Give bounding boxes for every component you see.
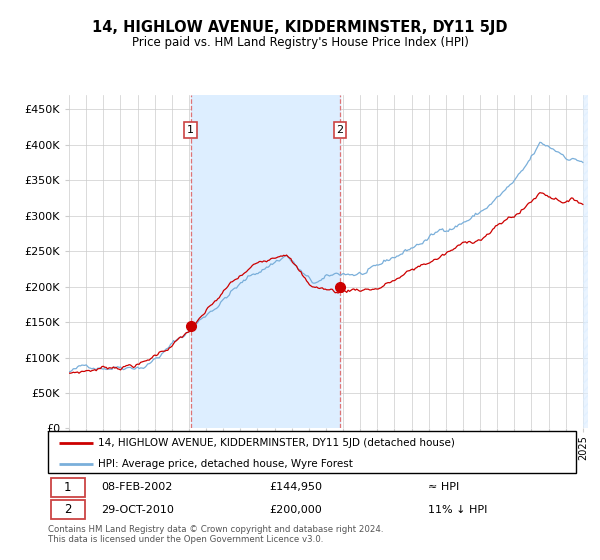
Text: 2: 2 xyxy=(337,125,344,135)
Text: 29-OCT-2010: 29-OCT-2010 xyxy=(101,505,173,515)
FancyBboxPatch shape xyxy=(50,478,85,497)
Bar xyxy=(191,95,340,428)
FancyBboxPatch shape xyxy=(48,431,576,473)
Text: 1: 1 xyxy=(187,125,194,135)
Text: £200,000: £200,000 xyxy=(270,505,323,515)
Text: HPI: Average price, detached house, Wyre Forest: HPI: Average price, detached house, Wyre… xyxy=(98,459,353,469)
Text: 14, HIGHLOW AVENUE, KIDDERMINSTER, DY11 5JD (detached house): 14, HIGHLOW AVENUE, KIDDERMINSTER, DY11 … xyxy=(98,438,455,448)
Text: 14, HIGHLOW AVENUE, KIDDERMINSTER, DY11 5JD: 14, HIGHLOW AVENUE, KIDDERMINSTER, DY11 … xyxy=(92,20,508,35)
Text: 2: 2 xyxy=(64,503,71,516)
Text: £144,950: £144,950 xyxy=(270,483,323,492)
Bar xyxy=(583,95,588,428)
Text: Contains HM Land Registry data © Crown copyright and database right 2024.
This d: Contains HM Land Registry data © Crown c… xyxy=(48,525,383,544)
FancyBboxPatch shape xyxy=(50,500,85,519)
Text: 08-FEB-2002: 08-FEB-2002 xyxy=(101,483,172,492)
Text: 1: 1 xyxy=(64,481,71,494)
Text: 11% ↓ HPI: 11% ↓ HPI xyxy=(428,505,488,515)
Text: ≈ HPI: ≈ HPI xyxy=(428,483,460,492)
Text: Price paid vs. HM Land Registry's House Price Index (HPI): Price paid vs. HM Land Registry's House … xyxy=(131,36,469,49)
